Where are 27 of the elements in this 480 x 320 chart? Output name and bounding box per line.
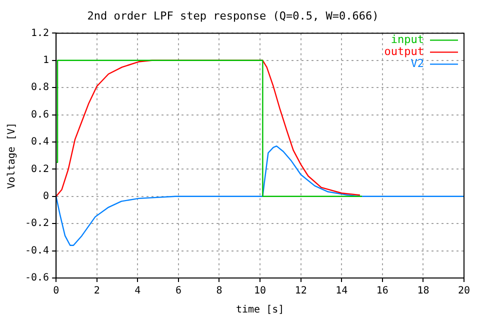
x-tick-label: 16 [376, 286, 388, 297]
y-tick-label: 0.2 [31, 164, 50, 175]
y-tick-label: -0.6 [24, 272, 50, 284]
x-tick-label: 18 [417, 286, 430, 297]
y-tick-label: -0.2 [24, 218, 50, 230]
x-tick-label: 0 [53, 286, 60, 297]
x-tick-label: 10 [254, 286, 266, 297]
y-tick-label: 0.8 [31, 82, 50, 94]
x-tick-label: 20 [458, 286, 470, 297]
y-tick-label: 1 [43, 54, 50, 66]
legend-label: V2 [410, 57, 424, 70]
x-axis-title: time [s] [236, 304, 284, 316]
chart-title: 2nd order LPF step response (Q=0.5, W=0.666) [87, 9, 379, 22]
x-tick-label: 12 [294, 286, 307, 297]
y-tick-label: 0.4 [31, 136, 50, 148]
x-tick-label: 4 [134, 286, 141, 297]
y-tick-label: 0.6 [31, 109, 50, 120]
y-tick-label: 0 [43, 190, 50, 202]
x-tick-label: 8 [216, 286, 222, 297]
y-tick-label: -0.4 [24, 245, 50, 256]
x-tick-label: 6 [175, 286, 182, 297]
legend-label: output [384, 45, 424, 58]
y-axis-title: Voltage [V] [6, 122, 18, 189]
y-tick-label: 1.2 [31, 28, 50, 39]
x-tick-label: 2 [94, 286, 100, 297]
legend-label: input [390, 33, 424, 46]
x-tick-label: 14 [336, 286, 348, 297]
